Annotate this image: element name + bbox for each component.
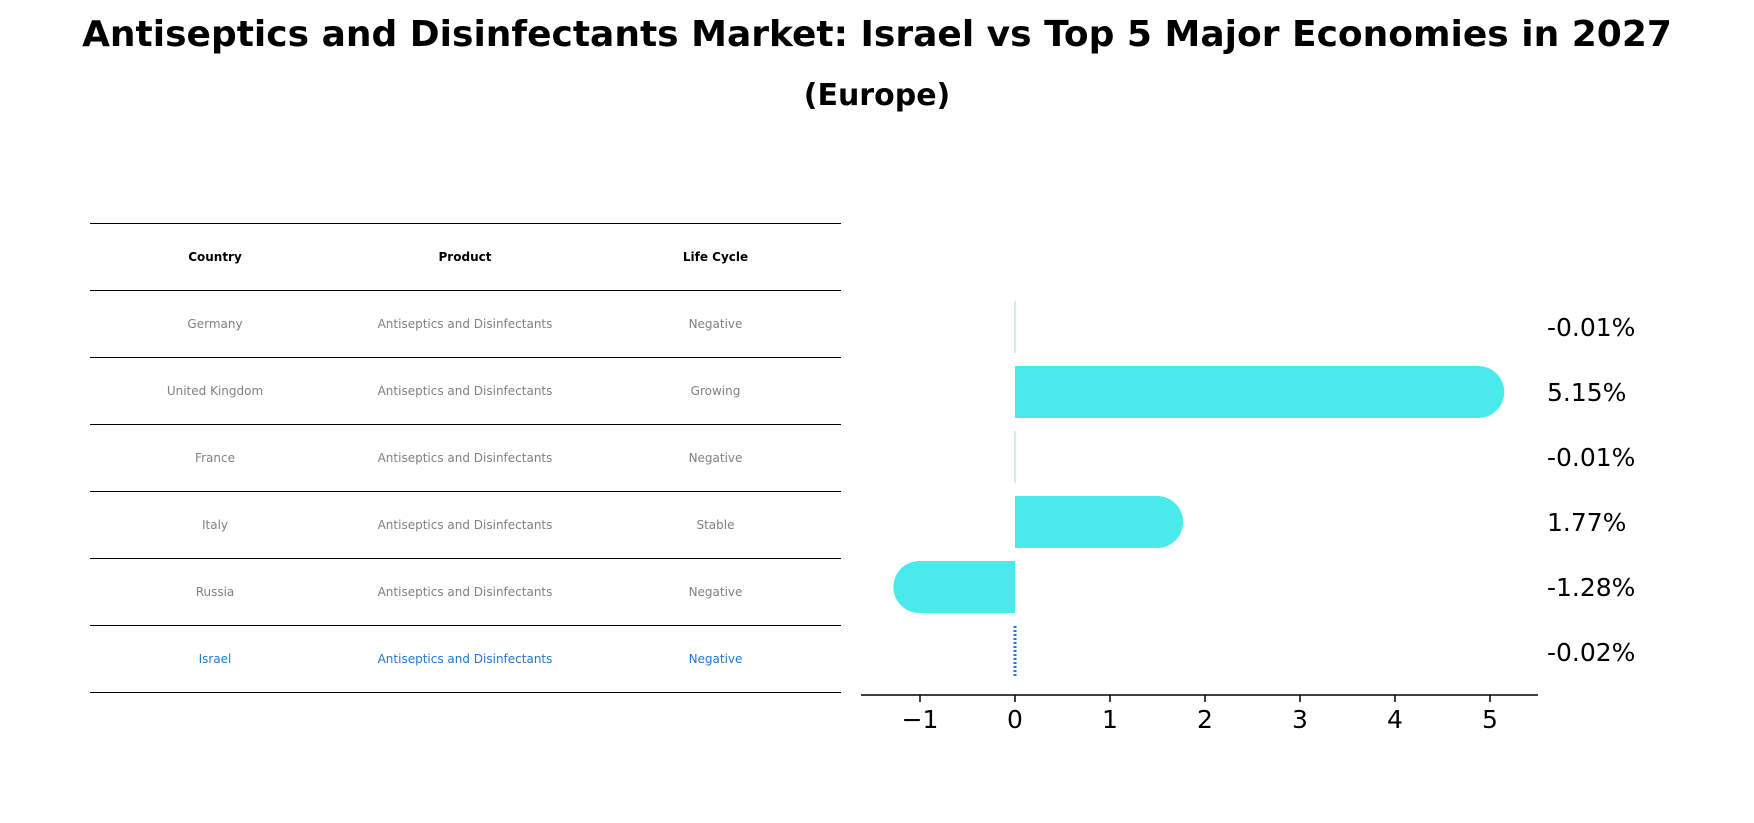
table-row-highlight: Israel Antiseptics and Disinfectants Neg… [90,625,841,693]
table-row: Russia Antiseptics and Disinfectants Neg… [90,558,841,626]
cell-product: Antiseptics and Disinfectants [340,558,590,626]
table-row: Germany Antiseptics and Disinfectants Ne… [90,290,841,358]
bar [893,561,1015,613]
value-label: 5.15% [1547,378,1626,407]
cell-life-cycle: Negative [590,558,841,626]
cell-country: United Kingdom [90,357,340,425]
cell-life-cycle: Negative [590,290,841,358]
value-label: -0.02% [1547,638,1635,667]
value-label: 1.77% [1547,508,1626,537]
header-product: Product [340,223,590,291]
value-label: -1.28% [1547,573,1635,602]
bar [1015,366,1505,418]
header-life-cycle: Life Cycle [590,223,841,291]
cell-life-cycle: Stable [590,491,841,559]
cell-product: Antiseptics and Disinfectants [340,424,590,492]
table-row: United Kingdom Antiseptics and Disinfect… [90,357,841,425]
cell-life-cycle: Growing [590,357,841,425]
cell-product: Antiseptics and Disinfectants [340,625,590,693]
cell-life-cycle: Negative [590,424,841,492]
x-tick-label: 5 [1482,705,1498,734]
cell-country: Germany [90,290,340,358]
cell-country: France [90,424,340,492]
table-row: France Antiseptics and Disinfectants Neg… [90,424,841,492]
comparison-table: Country Product Life Cycle Germany Antis… [90,223,841,693]
chart-subtitle: (Europe) [803,78,951,113]
x-tick-label: 1 [1102,705,1118,734]
bar [1015,496,1184,548]
chart-title: Antiseptics and Disinfectants Market: Is… [82,14,1672,55]
x-tick-label: −1 [902,705,939,734]
cell-product: Antiseptics and Disinfectants [340,290,590,358]
cell-country: Israel [90,625,340,693]
value-label: -0.01% [1547,443,1635,472]
cell-product: Antiseptics and Disinfectants [340,357,590,425]
comparison-table-wrapper: Country Product Life Cycle Germany Antis… [90,223,841,693]
cell-product: Antiseptics and Disinfectants [340,491,590,559]
value-label: -0.01% [1547,313,1635,342]
table-row: Italy Antiseptics and Disinfectants Stab… [90,491,841,559]
x-tick-label: 2 [1197,705,1213,734]
cell-country: Italy [90,491,340,559]
cell-life-cycle: Negative [590,625,841,693]
header-country: Country [90,223,340,291]
cell-country: Russia [90,558,340,626]
x-tick-label: 3 [1292,705,1308,734]
table-header-row: Country Product Life Cycle [90,223,841,291]
x-tick-label: 4 [1387,705,1403,734]
x-tick-label: 0 [1007,705,1023,734]
